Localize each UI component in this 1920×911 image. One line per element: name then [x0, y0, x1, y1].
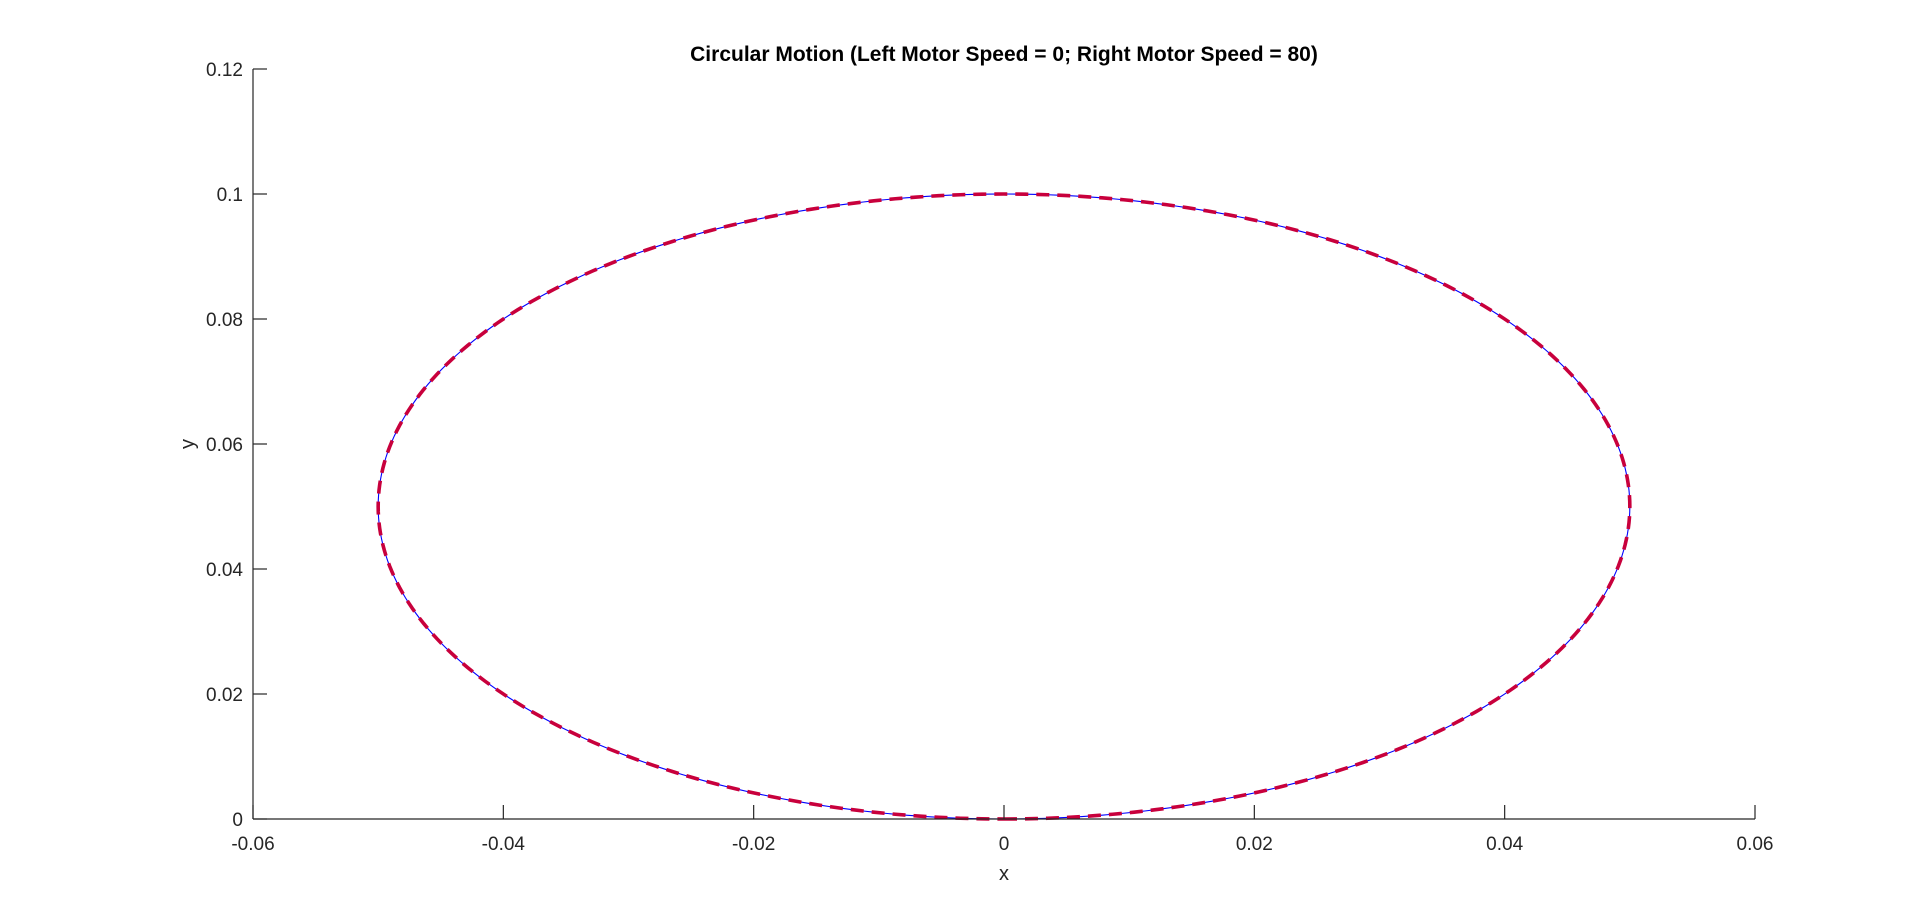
x-tick-label: -0.04 — [482, 834, 526, 855]
y-ticks: 0 0.02 0.04 0.06 0.08 0.1 0.12 — [206, 60, 267, 831]
chart-title: Circular Motion (Left Motor Speed = 0; R… — [690, 43, 1318, 66]
y-tick-label: 0.02 — [206, 685, 243, 706]
y-tick-label: 0.12 — [206, 60, 243, 81]
x-tick-label: 0.02 — [1236, 834, 1273, 855]
x-axis-label: x — [999, 863, 1009, 885]
x-tick-label: 0.06 — [1737, 834, 1774, 855]
series-line-dashed — [376, 192, 1632, 821]
series-line-solid — [377, 193, 1631, 820]
x-tick-label: 0.04 — [1486, 834, 1523, 855]
plot-area — [376, 192, 1632, 821]
y-tick-label: 0.08 — [206, 310, 243, 331]
x-tick-label: 0 — [999, 834, 1010, 855]
y-tick-label: 0.1 — [217, 185, 243, 206]
y-tick-label: 0.06 — [206, 435, 243, 456]
y-axis-label: y — [177, 439, 199, 449]
x-tick-label: -0.06 — [231, 834, 274, 855]
y-tick-label: 0.04 — [206, 560, 243, 581]
x-tick-label: -0.02 — [732, 834, 775, 855]
x-ticks: -0.06 -0.04 -0.02 0 0.02 0.04 0.06 — [231, 805, 1773, 855]
axes — [252, 69, 1755, 820]
y-tick-label: 0 — [232, 810, 243, 831]
